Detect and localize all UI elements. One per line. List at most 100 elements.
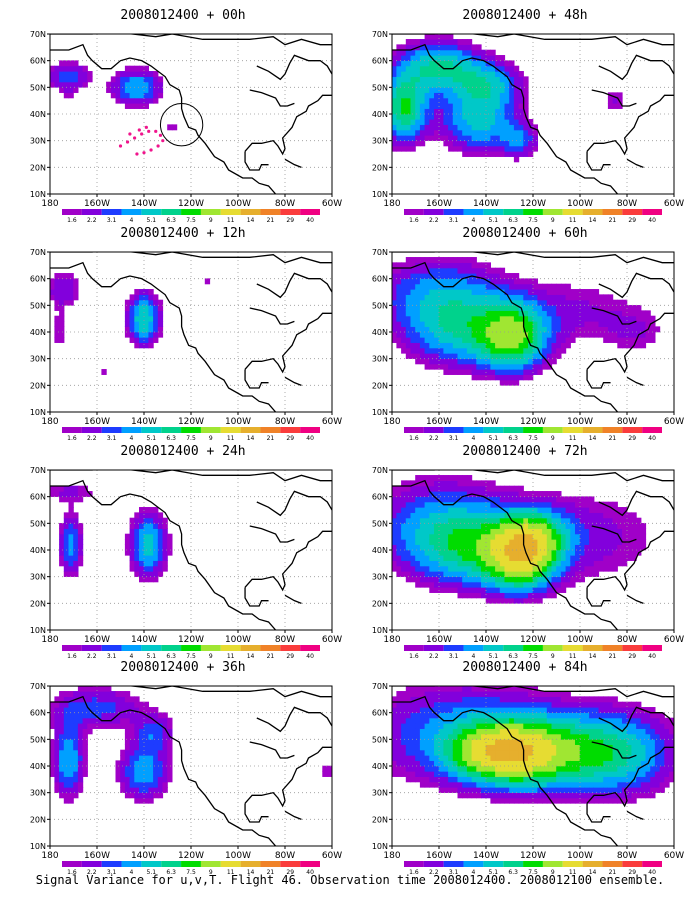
colorbar-label: 9 (209, 217, 213, 224)
grid-lines (392, 470, 674, 630)
colorbar-swatch (300, 645, 320, 651)
colorbar-label: 4 (472, 653, 476, 660)
map-plot: 180 160W 140W 120W 100W 80W 60W 10N 20N 30N 40N 50N… (30, 30, 342, 224)
colorbar-swatch (463, 209, 484, 215)
x-tick-label: 100W (225, 851, 251, 861)
map-panel: 2008012400 + 84h 180 160W 140W 120W 100W 80W 60… (360, 660, 690, 876)
observation-point (140, 132, 144, 136)
y-tick-label: 20N (30, 599, 46, 608)
colorbar-label: 14 (247, 217, 255, 224)
colorbar-swatch (161, 427, 182, 433)
y-tick-label: 10N (30, 626, 46, 635)
colorbar-swatch (582, 645, 603, 651)
observation-point (142, 151, 146, 155)
colorbar-swatch (562, 861, 583, 867)
colorbar-label: 3.1 (107, 869, 117, 876)
map-panel: 2008012400 + 12h 180 160W 140W 120W 100W 80W 60… (18, 226, 348, 442)
coastlines (50, 34, 332, 194)
x-tick-label: 80W (275, 635, 295, 645)
colorbar-swatch (62, 645, 82, 651)
colorbar-swatch (240, 209, 261, 215)
y-tick-label: 30N (372, 573, 388, 582)
colorbar-label: 29 (286, 653, 294, 660)
x-tick-label: 180 (41, 635, 58, 645)
colorbar-swatch (260, 209, 281, 215)
y-tick-label: 20N (30, 163, 46, 172)
colorbar-label: 5.1 (147, 653, 157, 660)
colorbar-label: 2.2 (87, 217, 97, 224)
colorbar-swatch (562, 645, 583, 651)
observation-point (128, 132, 132, 136)
y-tick-label: 50N (30, 735, 46, 744)
y-tick-label: 20N (372, 381, 388, 390)
y-tick-label: 40N (30, 546, 46, 555)
x-tick-label: 160W (84, 417, 110, 427)
colorbar-label: 1.6 (409, 869, 419, 876)
x-tick-label: 100W (567, 417, 593, 427)
map-panel: 2008012400 + 00h 180 160W 140W 120W 100W 80W 60… (18, 8, 348, 224)
colorbar-label: 21 (267, 653, 275, 660)
grid-lines (50, 34, 332, 194)
x-tick-label: 180 (41, 199, 58, 209)
colorbar-swatch (101, 209, 122, 215)
colorbar-swatch (622, 427, 643, 433)
colorbar-swatch (523, 209, 543, 215)
y-tick-label: 30N (30, 789, 46, 798)
colorbar-label: 2.2 (87, 869, 97, 876)
colorbar-label: 11 (227, 217, 235, 224)
colorbar-swatch (220, 645, 241, 651)
x-tick-label: 160W (84, 851, 110, 861)
colorbar-swatch (622, 645, 643, 651)
y-tick-label: 50N (30, 519, 46, 528)
x-tick-label: 60W (322, 851, 342, 861)
x-tick-label: 80W (275, 851, 295, 861)
y-tick-label: 70N (372, 30, 388, 39)
x-tick-label: 100W (567, 851, 593, 861)
y-tick-label: 70N (30, 248, 46, 257)
y-tick-label: 60N (30, 57, 46, 66)
x-tick-label: 120W (520, 417, 546, 427)
colorbar-swatch (300, 861, 320, 867)
grid-lines (50, 686, 332, 846)
colorbar-swatch (141, 645, 162, 651)
observation-point (135, 152, 139, 156)
colorbar-swatch (200, 861, 221, 867)
colorbar-label: 5.1 (489, 869, 499, 876)
colorbar-label: 7.5 (528, 435, 538, 442)
x-tick-label: 160W (426, 417, 452, 427)
y-tick-label: 10N (372, 408, 388, 417)
y-tick-label: 50N (30, 83, 46, 92)
colorbar-swatch (260, 427, 281, 433)
y-tick-label: 10N (372, 842, 388, 851)
colorbar-label: 3.1 (449, 217, 459, 224)
panel-title: 2008012400 + 72h (462, 444, 588, 459)
colorbar-label: 40 (306, 217, 314, 224)
colorbar-swatch (101, 645, 122, 651)
colorbar-swatch (260, 645, 281, 651)
colorbar-label: 9 (551, 435, 555, 442)
colorbar-swatch (602, 427, 623, 433)
colorbar-swatch (542, 427, 563, 433)
colorbar-label: 9 (551, 869, 555, 876)
colorbar-swatch (642, 861, 662, 867)
colorbar-swatch (443, 861, 464, 867)
colorbar-label: 4 (130, 869, 134, 876)
colorbar-swatch (602, 645, 623, 651)
colorbar-swatch (423, 427, 444, 433)
colorbar-label: 5.1 (147, 217, 157, 224)
colorbar-swatch (443, 209, 464, 215)
target-region-circle (159, 103, 204, 147)
coastlines (50, 470, 332, 630)
colorbar-swatch (161, 209, 182, 215)
colorbar-swatch (121, 861, 142, 867)
colorbar-swatch (582, 427, 603, 433)
y-tick-label: 30N (30, 573, 46, 582)
colorbar-label: 6.3 (166, 217, 176, 224)
colorbar-label: 7.5 (186, 869, 196, 876)
colorbar-label: 9 (209, 653, 213, 660)
colorbar-label: 1.6 (409, 217, 419, 224)
y-tick-label: 70N (30, 30, 46, 39)
x-tick-label: 140W (131, 851, 157, 861)
x-tick-label: 180 (383, 417, 400, 427)
